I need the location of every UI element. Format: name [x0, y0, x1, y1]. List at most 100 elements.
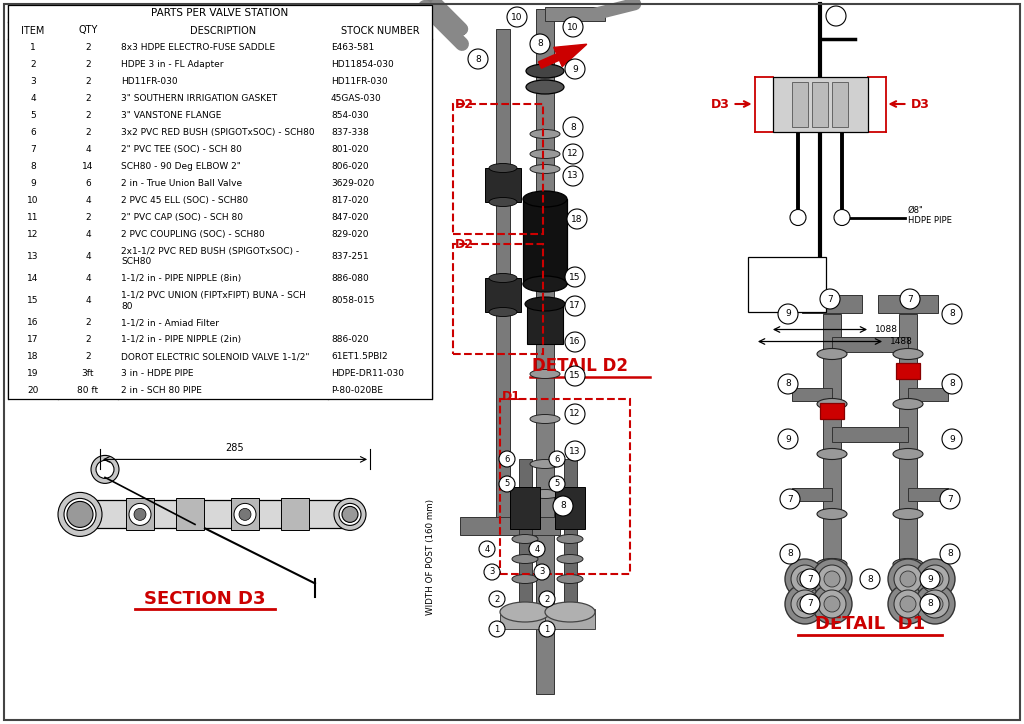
Ellipse shape: [545, 602, 595, 622]
Bar: [485, 168, 521, 202]
Circle shape: [778, 429, 798, 449]
Text: 12: 12: [567, 149, 579, 159]
Text: 13: 13: [569, 447, 581, 455]
Bar: [510, 487, 540, 529]
Text: 4: 4: [535, 544, 540, 554]
Text: 20: 20: [28, 387, 39, 395]
Text: 12: 12: [28, 230, 39, 239]
Circle shape: [942, 429, 962, 449]
Text: 8: 8: [570, 122, 575, 132]
Circle shape: [565, 441, 585, 461]
Circle shape: [824, 596, 840, 612]
Text: 829-020: 829-020: [331, 230, 369, 239]
Text: 8: 8: [949, 379, 954, 389]
Text: Ka: Ka: [829, 11, 842, 21]
Text: 15: 15: [28, 296, 39, 306]
Text: 2: 2: [545, 594, 550, 604]
Text: D3: D3: [910, 98, 930, 111]
Circle shape: [567, 209, 587, 229]
Text: 4: 4: [85, 230, 91, 239]
Text: SCH80 - 90 Deg ELBOW 2": SCH80 - 90 Deg ELBOW 2": [121, 162, 241, 171]
Ellipse shape: [526, 80, 564, 94]
Text: 8x3 HDPE ELECTRO-FUSE SADDLE: 8x3 HDPE ELECTRO-FUSE SADDLE: [121, 43, 275, 52]
Text: D2: D2: [455, 98, 474, 111]
Text: 6: 6: [30, 128, 36, 137]
Circle shape: [800, 594, 820, 614]
Text: DOROT ELECTRIC SOLENOID VALVE 1-1/2": DOROT ELECTRIC SOLENOID VALVE 1-1/2": [121, 353, 309, 361]
Circle shape: [940, 489, 961, 509]
Circle shape: [96, 460, 114, 479]
Text: SECTION D3: SECTION D3: [144, 590, 266, 608]
Circle shape: [900, 596, 916, 612]
Text: 1488: 1488: [890, 337, 912, 346]
Text: 17: 17: [569, 301, 581, 311]
Ellipse shape: [817, 448, 847, 460]
Text: 806-020: 806-020: [331, 162, 369, 171]
Circle shape: [824, 571, 840, 587]
Circle shape: [927, 596, 943, 612]
Text: 10: 10: [511, 12, 522, 22]
Text: 3x2 PVC RED BUSH (SPIGOTxSOC) - SCH80: 3x2 PVC RED BUSH (SPIGOTxSOC) - SCH80: [121, 128, 314, 137]
Text: 19: 19: [28, 369, 39, 379]
Circle shape: [920, 569, 940, 589]
Text: 2: 2: [85, 77, 91, 86]
Circle shape: [479, 541, 495, 557]
Circle shape: [129, 503, 151, 526]
Text: 13: 13: [28, 252, 39, 261]
Text: 15: 15: [569, 371, 581, 381]
Text: E463-581: E463-581: [331, 43, 374, 52]
Bar: [85, 500, 345, 529]
Bar: [460, 517, 560, 535]
Bar: [878, 295, 938, 313]
Ellipse shape: [817, 508, 847, 520]
Circle shape: [565, 296, 585, 316]
Bar: [485, 278, 521, 312]
Text: 2: 2: [30, 60, 36, 69]
Ellipse shape: [893, 508, 923, 520]
Text: STOCK NUMBER: STOCK NUMBER: [341, 25, 419, 35]
Text: 8: 8: [867, 575, 872, 584]
Text: 6: 6: [85, 179, 91, 188]
Text: 2 in - SCH 80 PIPE: 2 in - SCH 80 PIPE: [121, 387, 202, 395]
Circle shape: [549, 476, 565, 492]
Text: 8: 8: [475, 54, 481, 64]
Circle shape: [785, 559, 825, 599]
Ellipse shape: [512, 575, 538, 584]
Text: 4: 4: [85, 145, 91, 154]
Ellipse shape: [530, 489, 560, 499]
Circle shape: [894, 590, 922, 618]
Bar: [812, 82, 828, 127]
Circle shape: [489, 591, 505, 607]
Text: 17: 17: [28, 335, 39, 345]
Circle shape: [553, 496, 573, 516]
Text: 3: 3: [540, 568, 545, 576]
Text: 13: 13: [567, 172, 579, 180]
Text: DETAIL D2: DETAIL D2: [532, 357, 628, 375]
Text: 2: 2: [85, 335, 91, 345]
Text: 7: 7: [907, 295, 912, 303]
Bar: [453, 244, 543, 354]
Circle shape: [134, 508, 146, 521]
Bar: [545, 7, 605, 21]
Text: 8: 8: [30, 162, 36, 171]
Circle shape: [539, 591, 555, 607]
Text: 7: 7: [787, 494, 793, 503]
Ellipse shape: [489, 308, 517, 316]
Ellipse shape: [523, 276, 567, 292]
Bar: [500, 399, 630, 574]
Ellipse shape: [526, 64, 564, 78]
Circle shape: [342, 506, 358, 523]
Text: DESCRIPTION: DESCRIPTION: [189, 25, 256, 35]
Bar: [545, 609, 595, 629]
Text: 2: 2: [85, 213, 91, 222]
Circle shape: [239, 508, 251, 521]
Text: 80 ft: 80 ft: [78, 387, 98, 395]
Circle shape: [534, 564, 550, 580]
Circle shape: [900, 289, 920, 309]
Text: HDPE 3 in - FL Adapter: HDPE 3 in - FL Adapter: [121, 60, 223, 69]
Text: 3: 3: [489, 568, 495, 576]
Text: P-80-020BE: P-80-020BE: [331, 387, 383, 395]
Text: 3" VANSTONE FLANGE: 3" VANSTONE FLANGE: [121, 111, 221, 120]
Bar: [500, 609, 550, 629]
Text: 6: 6: [554, 455, 560, 463]
